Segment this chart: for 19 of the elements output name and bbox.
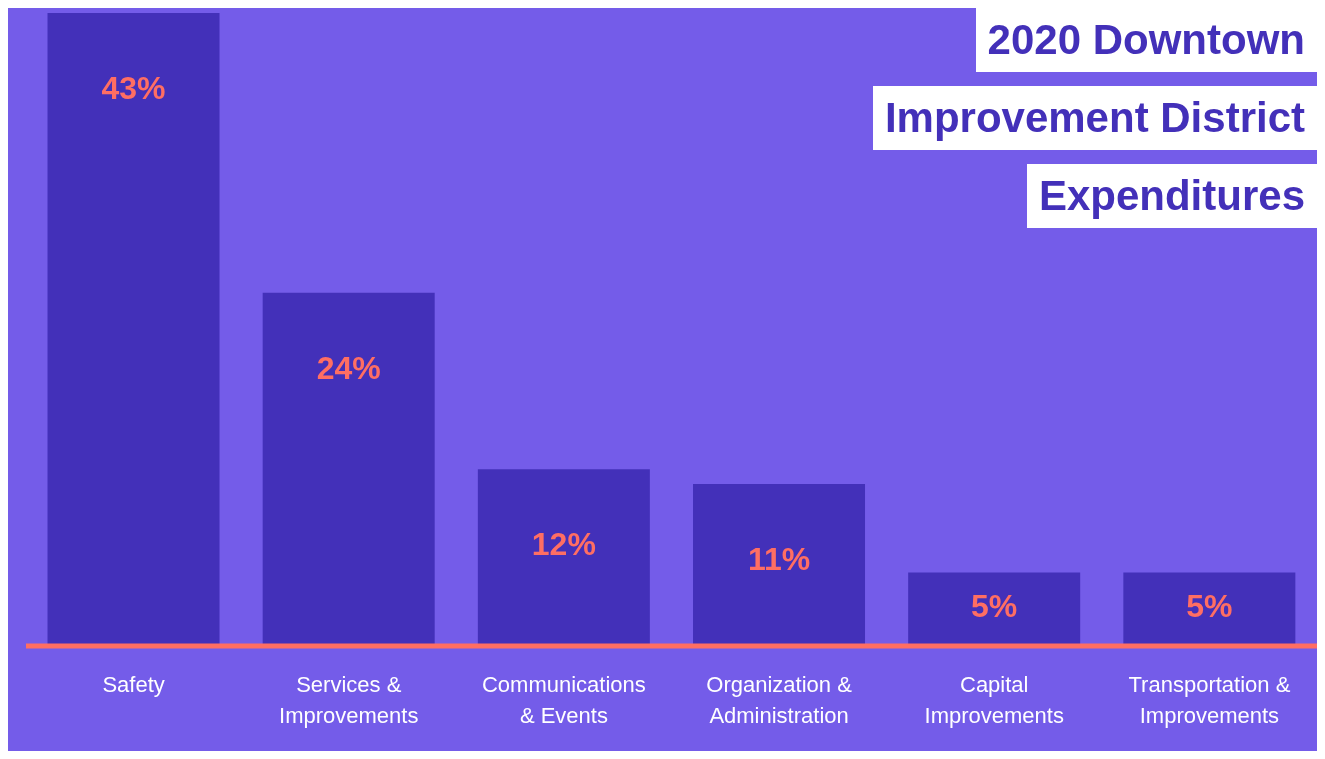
bar — [1123, 572, 1296, 646]
x-tick-label: Services & Improvements — [279, 672, 419, 728]
x-tick-label: Communications & Events — [481, 672, 646, 728]
bar — [908, 572, 1081, 646]
x-tick-label: Organization & Administration — [706, 672, 853, 728]
data-label: 5% — [971, 588, 1018, 625]
text: 2020 Downtown Improvement District Expenditures — [883, 15, 1306, 221]
bar — [477, 469, 650, 646]
data-label: 12% — [531, 526, 596, 563]
x-tick-label: Capital Improvements — [924, 672, 1064, 728]
x-tick-label: Safety — [102, 672, 165, 697]
data-label: 5% — [1186, 588, 1233, 625]
x-tick-label: Transportation & Improvements — [1128, 672, 1291, 728]
bar — [693, 484, 866, 646]
data-label: 24% — [316, 349, 381, 386]
data-label: 43% — [101, 70, 166, 106]
data-label: 11% — [747, 541, 811, 578]
bar — [262, 292, 435, 646]
bar — [47, 13, 220, 646]
